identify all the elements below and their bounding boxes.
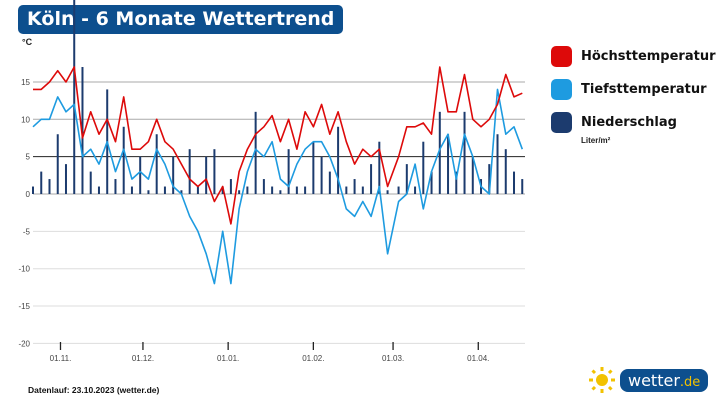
wetter-logo: wetter.de (588, 366, 709, 394)
precip-bar (279, 190, 282, 194)
y-tick-label: 0 (26, 190, 31, 199)
y-tick-label: 5 (26, 153, 31, 162)
precip-bar (48, 179, 51, 194)
precip-bar (287, 149, 290, 194)
sun-icon (589, 367, 615, 393)
precip-bar (73, 0, 76, 194)
precip-bar (172, 156, 175, 194)
precip-bar (378, 141, 381, 194)
precip-bar (414, 186, 417, 194)
precip-bar (320, 156, 323, 194)
precip-bar (130, 186, 133, 194)
x-tick-label: 01.01. (217, 354, 239, 363)
precip-bar (163, 186, 166, 194)
precip-bar (488, 164, 491, 194)
precip-bar (40, 171, 43, 194)
x-tick-label: 01.02. (302, 354, 324, 363)
precip-bar (180, 190, 183, 194)
legend-item-high: Höchsttemperatur (551, 45, 716, 67)
precip-bar (213, 149, 216, 194)
legend-swatch-low (551, 78, 572, 100)
precip-bar (64, 164, 67, 194)
y-tick-label: 15 (21, 78, 30, 87)
legend: Höchsttemperatur Tiefsttemperatur Nieder… (551, 45, 716, 144)
precip-bar (455, 171, 458, 194)
y-tick-label: -5 (23, 227, 31, 236)
precip-bar (430, 171, 433, 194)
precip-bar (32, 186, 34, 194)
legend-item-precip: Niederschlag (551, 111, 716, 133)
precip-bar (397, 186, 400, 194)
precip-bar (262, 179, 265, 194)
precip-unit: Liter/m² (581, 136, 611, 145)
precip-bar (97, 186, 100, 194)
x-tick-label: 01.11. (50, 354, 72, 363)
precip-bar (188, 149, 191, 194)
x-tick-label: 01.04. (467, 354, 489, 363)
y-tick-label: -15 (18, 302, 30, 311)
precip-bar (513, 171, 516, 194)
precip-bar (496, 134, 499, 194)
precip-bar (147, 190, 150, 194)
precip-bar (405, 164, 408, 194)
precip-bar (254, 111, 257, 194)
precip-bar (438, 111, 441, 194)
data-run-footer: Datenlauf: 23.10.2023 (wetter.de) (28, 385, 160, 395)
logo-text: wetter.de (620, 368, 709, 392)
precip-bar (246, 186, 249, 194)
precip-bar (271, 186, 274, 194)
y-tick-label: -10 (18, 265, 30, 274)
precip-bar (221, 186, 224, 194)
precip-bar (81, 67, 84, 194)
precip-bar (504, 149, 507, 194)
precip-bar (471, 156, 474, 194)
precip-bar (89, 171, 92, 194)
precip-bar (370, 164, 373, 194)
precip-bar (353, 179, 356, 194)
legend-label-high: Höchsttemperatur (581, 48, 716, 64)
precip-bar (328, 171, 331, 194)
precip-bar (386, 190, 389, 194)
low-temp-line (32, 88, 524, 285)
precip-bar (229, 179, 232, 194)
precip-bar (238, 190, 241, 194)
y-tick-label: 10 (21, 115, 30, 124)
precip-bar (447, 134, 450, 194)
precip-bar (122, 126, 125, 194)
precip-bar (196, 186, 199, 194)
precip-bar (422, 141, 425, 194)
precip-bar (463, 111, 466, 194)
x-tick-label: 01.12. (132, 354, 154, 363)
precip-bar (205, 156, 208, 194)
precip-bar (295, 186, 298, 194)
x-tick-label: 01.03. (382, 354, 404, 363)
chart-title: Köln - 6 Monate Wettertrend (18, 5, 344, 34)
y-axis-unit: °C (22, 37, 33, 47)
precip-bar (337, 126, 340, 194)
precip-bar (139, 156, 142, 194)
legend-label-precip: Niederschlag (581, 114, 677, 130)
legend-item-low: Tiefsttemperatur (551, 78, 716, 100)
precip-bar (304, 186, 307, 194)
y-tick-label: -20 (18, 339, 30, 348)
precip-bar (155, 134, 158, 194)
precip-bar (312, 141, 315, 194)
legend-label-low: Tiefsttemperatur (581, 81, 707, 97)
legend-swatch-high (551, 45, 572, 67)
precip-bar (56, 134, 59, 194)
precip-bar (521, 179, 524, 194)
precip-bar (361, 186, 364, 194)
precip-bar (345, 186, 348, 194)
precip-bar (114, 179, 117, 194)
high-temp-line (33, 66, 523, 225)
legend-swatch-precip (551, 111, 572, 133)
